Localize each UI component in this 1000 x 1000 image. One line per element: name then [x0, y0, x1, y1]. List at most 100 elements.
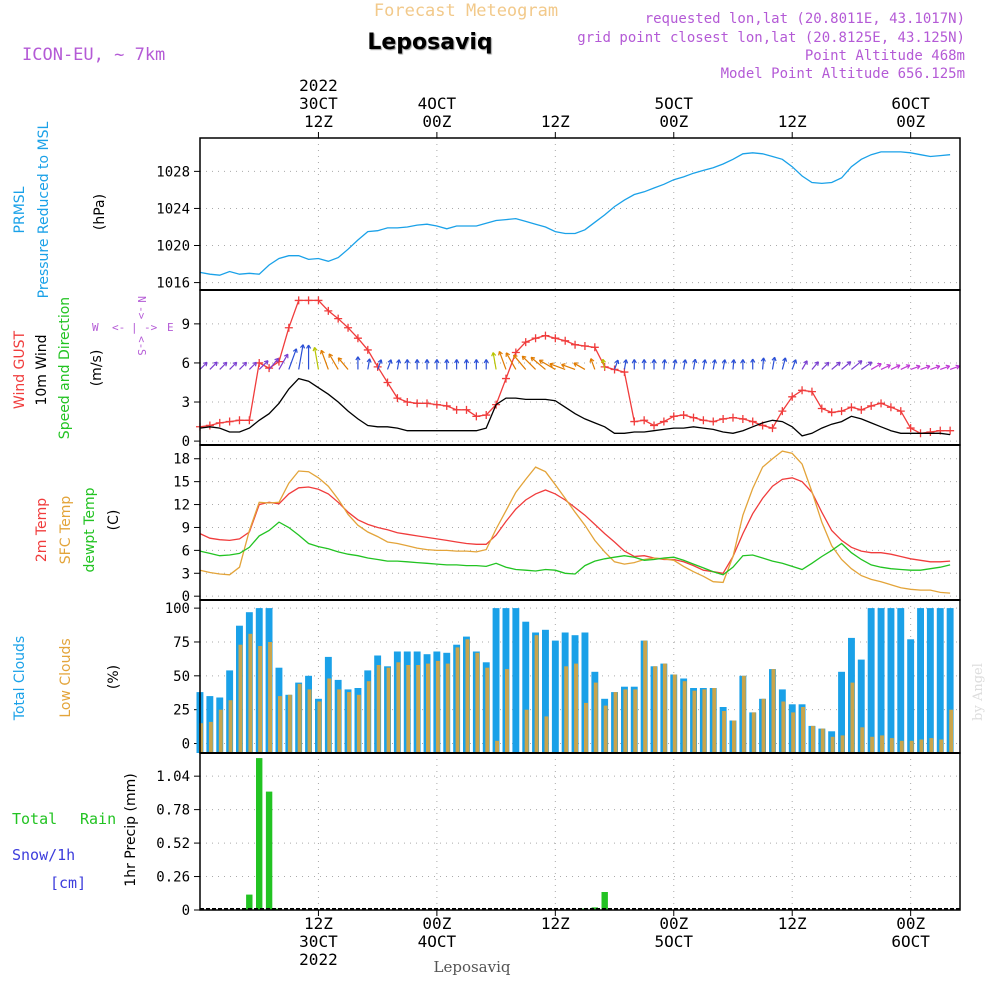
bar-low-clouds	[860, 727, 865, 753]
y-tick-label: 1.04	[156, 769, 190, 785]
wind-arrow	[841, 361, 852, 370]
bottom-time-label: 6OCT	[891, 932, 930, 951]
bar-low-clouds	[574, 663, 578, 753]
bar-low-clouds	[297, 683, 302, 753]
model-altitude: Model Point Altitude 656.125m	[721, 66, 965, 82]
gust-marker	[334, 314, 343, 323]
y-tick-label: 0	[182, 434, 190, 450]
rain-label: Rain	[80, 810, 116, 828]
y-tick-label: 15	[173, 475, 190, 491]
wind-arrow	[880, 364, 891, 370]
bar-total-clouds	[542, 629, 549, 753]
panel-wind: 0 3 6 9	[182, 289, 961, 450]
temp-labels: 2m Temp SFC Temp dewpt Temp (C)	[34, 487, 122, 572]
total-clouds-label: Total Clouds	[12, 636, 28, 721]
bottom-time-label: 00Z	[659, 914, 688, 933]
panel-frame	[199, 137, 961, 291]
wind-arrowhead	[337, 357, 343, 362]
bar-low-clouds	[465, 639, 470, 753]
bar-low-clouds	[939, 739, 944, 753]
gust-marker	[827, 408, 836, 417]
chart-title: Forecast Meteogram	[374, 1, 558, 21]
compass-n: N	[135, 296, 148, 303]
wind-arrowhead	[782, 357, 788, 362]
gust-marker	[472, 412, 481, 421]
wind-arrowhead	[521, 355, 527, 361]
wind-arrow	[623, 359, 627, 370]
wind-arrow	[219, 361, 228, 370]
panel-frame	[199, 599, 961, 754]
gust-marker	[877, 399, 886, 408]
wind-arrow	[949, 365, 960, 371]
bar-low-clouds	[268, 642, 272, 753]
y-tick-label: 0.26	[156, 870, 190, 886]
compass-arrow-up: ->	[135, 306, 148, 320]
wind-arrow	[498, 351, 507, 370]
bar-low-clouds	[337, 689, 342, 753]
gust-marker	[896, 407, 905, 416]
wind-arrow	[539, 359, 556, 370]
bar-low-clouds	[208, 721, 213, 753]
wind-arrow	[831, 361, 841, 370]
wind-arrowhead	[424, 359, 430, 364]
wind-arrowhead	[454, 359, 460, 364]
wind-arrowhead	[740, 359, 746, 364]
series-line-prmsl	[199, 151, 951, 276]
wind-arrowhead	[867, 361, 873, 367]
gust-marker	[817, 404, 826, 413]
bar-low-clouds	[751, 712, 756, 753]
wind-arrow	[821, 361, 830, 370]
wind-arrowhead	[651, 359, 657, 364]
bar-low-clouds	[199, 723, 203, 753]
series-line-dewpt-temp	[199, 521, 951, 576]
wind-arrow	[692, 359, 696, 370]
y-tick-label: 1028	[156, 164, 190, 180]
wind-arrowhead	[530, 356, 536, 362]
total-label: Total	[12, 810, 57, 828]
bar-low-clouds	[238, 644, 243, 753]
bottom-time-label: 4OCT	[418, 932, 457, 951]
wind-arrow	[298, 344, 304, 370]
gust-marker	[393, 394, 402, 403]
gust-marker	[482, 411, 491, 420]
gust-marker	[413, 399, 422, 408]
gust-marker	[798, 386, 807, 395]
gust-marker	[215, 418, 224, 427]
bar-low-clouds	[445, 663, 450, 753]
gust-marker	[423, 399, 432, 408]
wind-labels: Wind GUST 10m Wind Speed and Direction (…	[12, 296, 174, 439]
gust-marker	[235, 416, 244, 425]
bar-low-clouds	[524, 709, 529, 753]
wind-arrowhead	[396, 359, 402, 364]
bar-low-clouds	[347, 692, 351, 753]
cloud-labels: Total Clouds Low Clouds (%)	[12, 636, 122, 721]
wind-arrowhead	[702, 359, 708, 364]
bottom-time-label: 2022	[299, 950, 338, 969]
gust-marker	[265, 364, 274, 373]
wind-arrowhead	[242, 361, 248, 367]
gust-marker	[807, 387, 816, 396]
wind-arrowhead	[561, 363, 566, 369]
top-time-label: 00Z	[659, 112, 688, 131]
bar-low-clouds	[702, 689, 707, 753]
wind-arrowhead	[573, 362, 578, 367]
y-tick-label: 0	[182, 737, 190, 753]
clouds-unit: (%)	[106, 665, 122, 689]
model-label: ICON-EU, ~ 7km	[22, 45, 165, 65]
wind-arrow	[313, 347, 320, 370]
wind-arrow	[268, 358, 279, 370]
gust-marker	[946, 426, 955, 435]
gust-marker	[837, 407, 846, 416]
y-tick-label: 18	[173, 452, 190, 468]
wind-arrowhead	[846, 361, 852, 366]
wind-arrow	[890, 364, 901, 370]
bottom-time-label: 00Z	[896, 914, 925, 933]
bar-low-clouds	[850, 682, 855, 753]
bar-low-clouds	[317, 701, 322, 753]
wind-arrowhead	[672, 359, 678, 364]
wind-arrowhead	[312, 347, 318, 352]
bar-low-clouds	[455, 647, 460, 753]
wind-arrow	[712, 359, 716, 370]
pressure-msl-label: Pressure Reduced to MSL	[36, 121, 52, 298]
wind-arrowhead	[925, 364, 931, 370]
